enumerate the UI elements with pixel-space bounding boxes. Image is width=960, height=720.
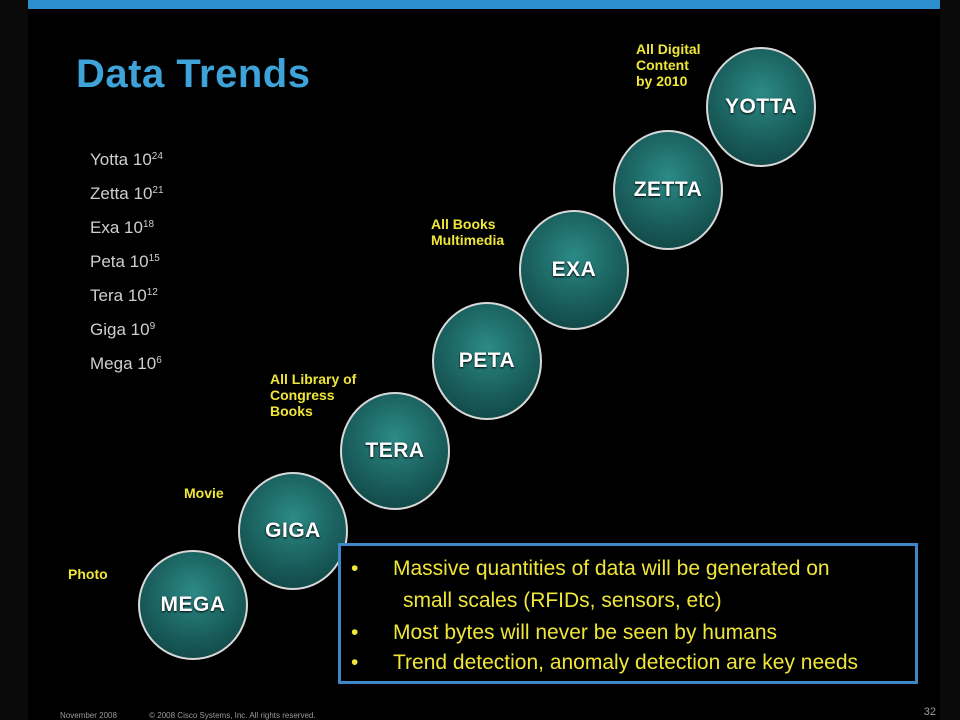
circle-peta: PETA xyxy=(432,302,542,420)
footer: November 2008 © 2008 Cisco Systems, Inc.… xyxy=(60,711,316,720)
bullet-marker: • xyxy=(351,621,359,644)
annotation-photo: Photo xyxy=(68,566,108,582)
circle-mega: MEGA xyxy=(138,550,248,660)
page-number: 32 xyxy=(923,706,936,718)
annotation-library: All Library of Congress Books xyxy=(270,371,357,419)
top-accent-bar xyxy=(28,0,940,9)
circle-giga: GIGA xyxy=(238,472,348,590)
unit-list: Yotta 1024 Zetta 1021 Exa 1018 Peta 1015… xyxy=(90,148,164,386)
footer-date: November 2008 xyxy=(60,711,117,720)
unit-yotta: Yotta 1024 xyxy=(90,150,163,169)
left-edge xyxy=(0,0,28,720)
footer-copyright: © 2008 Cisco Systems, Inc. All rights re… xyxy=(149,711,316,720)
unit-exa: Exa 1018 xyxy=(90,218,155,237)
unit-peta: Peta 1015 xyxy=(90,252,160,271)
unit-giga: Giga 109 xyxy=(90,320,156,339)
annotation-movie: Movie xyxy=(184,485,224,501)
unit-mega: Mega 106 xyxy=(90,354,162,373)
bullet-marker: • xyxy=(351,557,359,580)
unit-tera: Tera 1012 xyxy=(90,286,158,305)
circle-zetta: ZETTA xyxy=(613,130,723,250)
annotation-digital: All Digital Content by 2010 xyxy=(636,41,701,89)
annotation-books: All Books Multimedia xyxy=(431,216,505,248)
unit-zetta: Zetta 1021 xyxy=(90,184,164,203)
circle-yotta: YOTTA xyxy=(706,47,816,167)
slide-title: Data Trends xyxy=(76,52,311,96)
circle-exa: EXA xyxy=(519,210,629,330)
right-edge xyxy=(940,0,960,720)
bullet-box: • Massive quantities of data will be gen… xyxy=(338,543,918,684)
circle-tera: TERA xyxy=(340,392,450,510)
bullet-marker: • xyxy=(351,651,359,674)
